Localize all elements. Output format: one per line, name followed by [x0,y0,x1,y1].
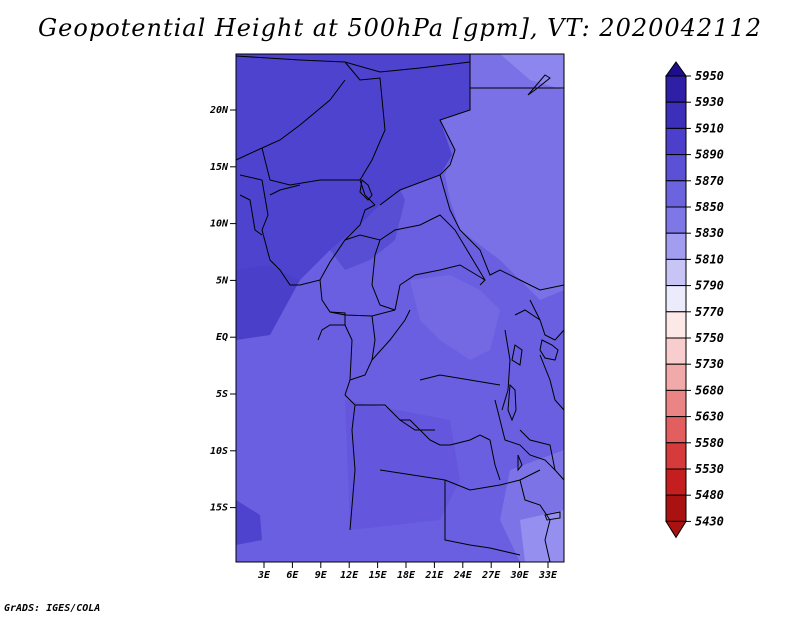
colorbar-label: 5680 [695,383,724,397]
colorbar-bottom-arrow [665,520,687,539]
lon-label: 3E [257,570,271,581]
lat-label: 15S [210,503,228,514]
lon-label: 27E [481,570,501,581]
colorbar-segment [665,494,687,522]
grads-credit: GrADS: IGES/COLA [4,603,101,614]
colorbar-label: 5770 [695,305,724,319]
lon-label: 12E [340,570,359,581]
longitude-axis: 3E 6E 9E 12E 15E 18E 21E 24E 27E 30E 33E [257,562,558,581]
lon-label: 21E [424,570,444,581]
lon-label: 33E [538,570,558,581]
lat-label: 20N [209,105,229,116]
colorbar-label: 5810 [695,252,724,266]
height-fill [236,54,564,562]
lakes [359,74,561,521]
colorbar-segment [665,285,687,313]
colorbar-label: 5480 [695,488,724,502]
colorbar-segment [665,468,687,496]
colorbar-label: 5790 [695,279,724,293]
colorbar-label: 5630 [695,410,724,424]
colorbar-segment [665,206,687,234]
colorbar: 5950 5930 5910 5890 5870 5850 5830 5810 5790 5770… [665,61,724,539]
colorbar-segment [665,311,687,339]
colorbar-label: 5890 [695,148,724,162]
colorbar-segment [665,75,687,103]
colorbar-segment [665,389,687,418]
country-borders [235,54,565,563]
colorbar-label: 5850 [695,200,724,214]
colorbar-label: 5930 [695,95,724,109]
colorbar-top-arrow [665,61,687,77]
map-frame [235,53,565,563]
lon-label: 18E [397,570,416,581]
colorbar-label: 5870 [695,174,724,188]
lon-label: 9E [315,570,328,581]
map-title: Geopotential Height at 500hPa [gpm], VT:… [38,14,762,42]
lon-label: 6E [286,570,299,581]
latitude-axis: 20N 15N 10N 5N EQ 5S 10S 15S [209,105,236,514]
colorbar-label: 5950 [695,69,724,83]
colorbar-segment [665,363,687,391]
colorbar-segment [665,101,687,129]
colorbar-segment [665,258,687,287]
colorbar-segment [665,232,687,260]
lat-label: 5S [216,389,228,400]
colorbar-label: 5730 [695,357,724,371]
lon-label: 24E [453,570,473,581]
lon-label: 30E [510,570,530,581]
lon-label: 15E [369,570,388,581]
lat-label: EQ [216,332,228,343]
colorbar-label: 5750 [695,331,724,345]
colorbar-segment [665,154,687,182]
lat-label: 5N [216,275,229,286]
colorbar-label: 5910 [695,121,724,135]
colorbar-segment [665,442,687,470]
colorbar-label: 5580 [695,436,724,450]
colorbar-segment [665,416,687,444]
colorbar-segment [665,337,687,365]
colorbar-label: 5830 [695,226,724,240]
colorbar-segment [665,180,687,208]
colorbar-label: 5430 [695,514,724,528]
lat-label: 10S [210,446,228,457]
lat-label: 15N [210,162,229,173]
lat-label: 10N [210,219,229,230]
colorbar-label: 5530 [695,462,724,476]
colorbar-segment [665,127,687,156]
